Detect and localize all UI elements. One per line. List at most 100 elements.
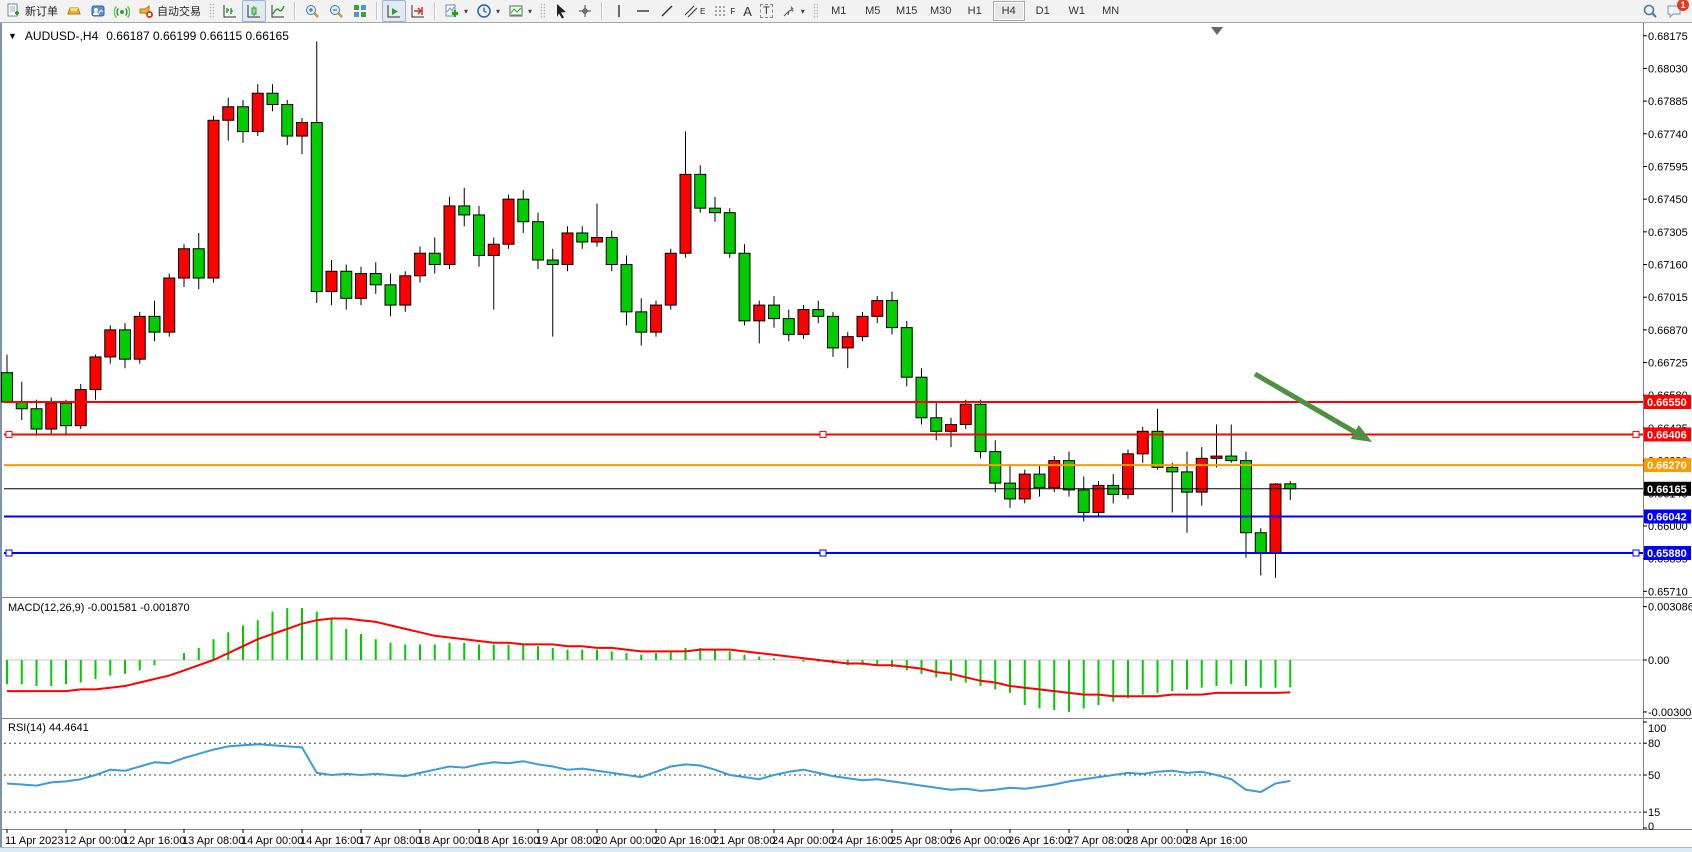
periods-dropdown-caret[interactable]: ▾ [496,6,501,16]
price-tick-label: 0.67740 [1648,129,1688,141]
candlestick-chart-button[interactable] [242,0,266,22]
candle-body [1284,483,1297,490]
templates-button[interactable]: ▾ [504,0,536,22]
price-tag [1644,427,1691,442]
candle-body [827,315,839,349]
template-icon [509,5,523,17]
candle-body [296,122,308,137]
hline-handle[interactable] [5,430,13,438]
candle-body [679,173,692,254]
candle-body [1077,489,1090,513]
tile-windows-button[interactable] [348,0,372,22]
line-chart-button[interactable] [266,0,290,22]
trend-arrow-head[interactable] [1350,425,1372,442]
hline-handle[interactable] [1632,549,1640,557]
timeframe-W1[interactable]: W1 [1068,5,1085,17]
fibonacci-tool[interactable]: F [709,0,739,22]
new-order-button[interactable]: 新订单 [2,0,62,22]
candle-body [1151,430,1164,468]
timeframe-MN[interactable]: MN [1102,5,1120,17]
search-icon[interactable] [1642,3,1658,19]
timeframe-M1[interactable]: M1 [831,5,847,17]
toolbar-grip[interactable] [209,3,214,19]
hline-handle[interactable] [5,549,13,557]
candle-body [237,106,249,133]
trend-arrow-shaft[interactable] [1253,371,1356,435]
candle-body [989,451,1002,484]
price-tag-label: 0.66165 [1647,484,1687,496]
time-label: 20 Apr 00:00 [595,835,657,847]
label-tool-glyph: T [759,4,773,18]
autotrading-button[interactable]: 自动交易 [134,0,205,22]
candle-body [517,198,530,223]
candle-body [974,403,987,453]
equidistant-channel-tool[interactable]: E [679,0,709,22]
candle-body [945,424,957,432]
candlestick-chart-icon [247,5,260,18]
arrows-tool[interactable]: ▾ [777,0,809,22]
candle-body [1004,482,1016,500]
time-label: 11 Apr 2023 [5,835,64,847]
time-label: 28 Apr 16:00 [1185,835,1247,847]
chart-shift-marker[interactable] [1211,27,1223,35]
channel-glyph: E [700,6,706,16]
timeframe-H4[interactable]: H4 [992,1,1025,21]
notifications-button[interactable]: 1 [1666,0,1689,19]
market-watch-button[interactable] [62,0,86,22]
bar-chart-button[interactable] [218,0,242,22]
time-label: 26 Apr 00:00 [949,835,1011,847]
vertical-line-tool[interactable] [607,0,631,22]
candle-body [1136,430,1149,455]
hline-handle[interactable] [819,430,827,438]
candle-body [1240,460,1252,534]
price-tag [1644,546,1691,561]
vertical-line-icon [618,5,620,17]
trendline-tool[interactable] [655,0,679,22]
candle-body [192,248,205,279]
candle-body [709,207,721,214]
price-tag-label: 0.66042 [1647,511,1687,523]
toolbar-grip-2[interactable] [540,3,546,19]
text-tool-glyph: A [743,3,752,19]
indicators-button[interactable]: ▾ [440,0,472,22]
macd-axis-label: 0.003086 [1648,602,1692,614]
text-label-tool[interactable]: T [756,0,777,22]
candle-body [753,304,766,322]
candle-body [222,106,235,121]
templates-dropdown-caret[interactable]: ▾ [528,6,533,16]
hline-handle[interactable] [819,549,827,557]
candle-body [325,270,338,293]
time-label: 28 Apr 00:00 [1126,835,1188,847]
text-tool[interactable]: A [739,0,756,22]
cursor-tool-button[interactable] [549,0,573,22]
chart-shift-button[interactable] [406,0,430,22]
rsi-axis-label: 80 [1648,738,1660,750]
periods-button[interactable]: ▾ [472,0,504,22]
candle-body [1225,455,1238,462]
timeframe-M5[interactable]: M5 [865,5,881,17]
candle-body [443,205,456,266]
arrows-dropdown-caret[interactable]: ▾ [800,6,805,16]
indicators-dropdown-caret[interactable]: ▾ [464,6,469,16]
zoom-out-button[interactable] [324,0,348,22]
crosshair-tool-button[interactable] [573,0,597,22]
candle-body [694,173,707,209]
candle-body [60,402,72,427]
price-tag-label: 0.66270 [1647,460,1687,472]
toolbar-grip-3[interactable] [812,3,818,19]
auto-scroll-button[interactable] [382,0,406,22]
timeframe-D1[interactable]: D1 [1035,5,1050,17]
timeframe-M30[interactable]: M30 [930,5,952,17]
candle-body [532,221,544,261]
zoom-in-button[interactable] [300,0,324,22]
data-window-button[interactable] [86,0,110,22]
hline-handle[interactable] [1632,430,1640,438]
timeframe-H1[interactable]: H1 [967,5,982,17]
timeframe-M15[interactable]: M15 [896,5,918,17]
signals-button[interactable] [110,0,134,22]
time-label: 14 Apr 00:00 [241,835,303,847]
horizontal-line-tool[interactable] [631,0,655,22]
candle-body [1063,460,1075,491]
